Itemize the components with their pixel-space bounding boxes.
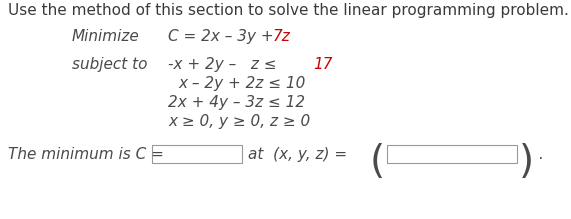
Text: x ≥ 0, y ≥ 0, z ≥ 0: x ≥ 0, y ≥ 0, z ≥ 0 <box>168 114 310 129</box>
Text: at  (x, y, z) =: at (x, y, z) = <box>248 147 347 162</box>
Text: -x + 2y –   z ≤: -x + 2y – z ≤ <box>168 57 282 72</box>
Text: (: ( <box>370 143 385 181</box>
Text: C = 2x – 3y +: C = 2x – 3y + <box>168 29 279 44</box>
FancyBboxPatch shape <box>387 145 517 163</box>
Text: 17: 17 <box>313 57 332 72</box>
Text: x – 2y + 2z ≤ 10: x – 2y + 2z ≤ 10 <box>178 76 305 91</box>
Text: The minimum is C =: The minimum is C = <box>8 147 164 162</box>
Text: subject to: subject to <box>72 57 147 72</box>
Text: 7z: 7z <box>273 29 291 44</box>
FancyBboxPatch shape <box>152 145 242 163</box>
Text: ): ) <box>519 143 534 181</box>
Text: .: . <box>538 147 543 162</box>
Text: 2x + 4y – 3z ≤ 12: 2x + 4y – 3z ≤ 12 <box>168 95 305 110</box>
Text: Use the method of this section to solve the linear programming problem.: Use the method of this section to solve … <box>8 3 569 18</box>
Text: Minimize: Minimize <box>72 29 140 44</box>
